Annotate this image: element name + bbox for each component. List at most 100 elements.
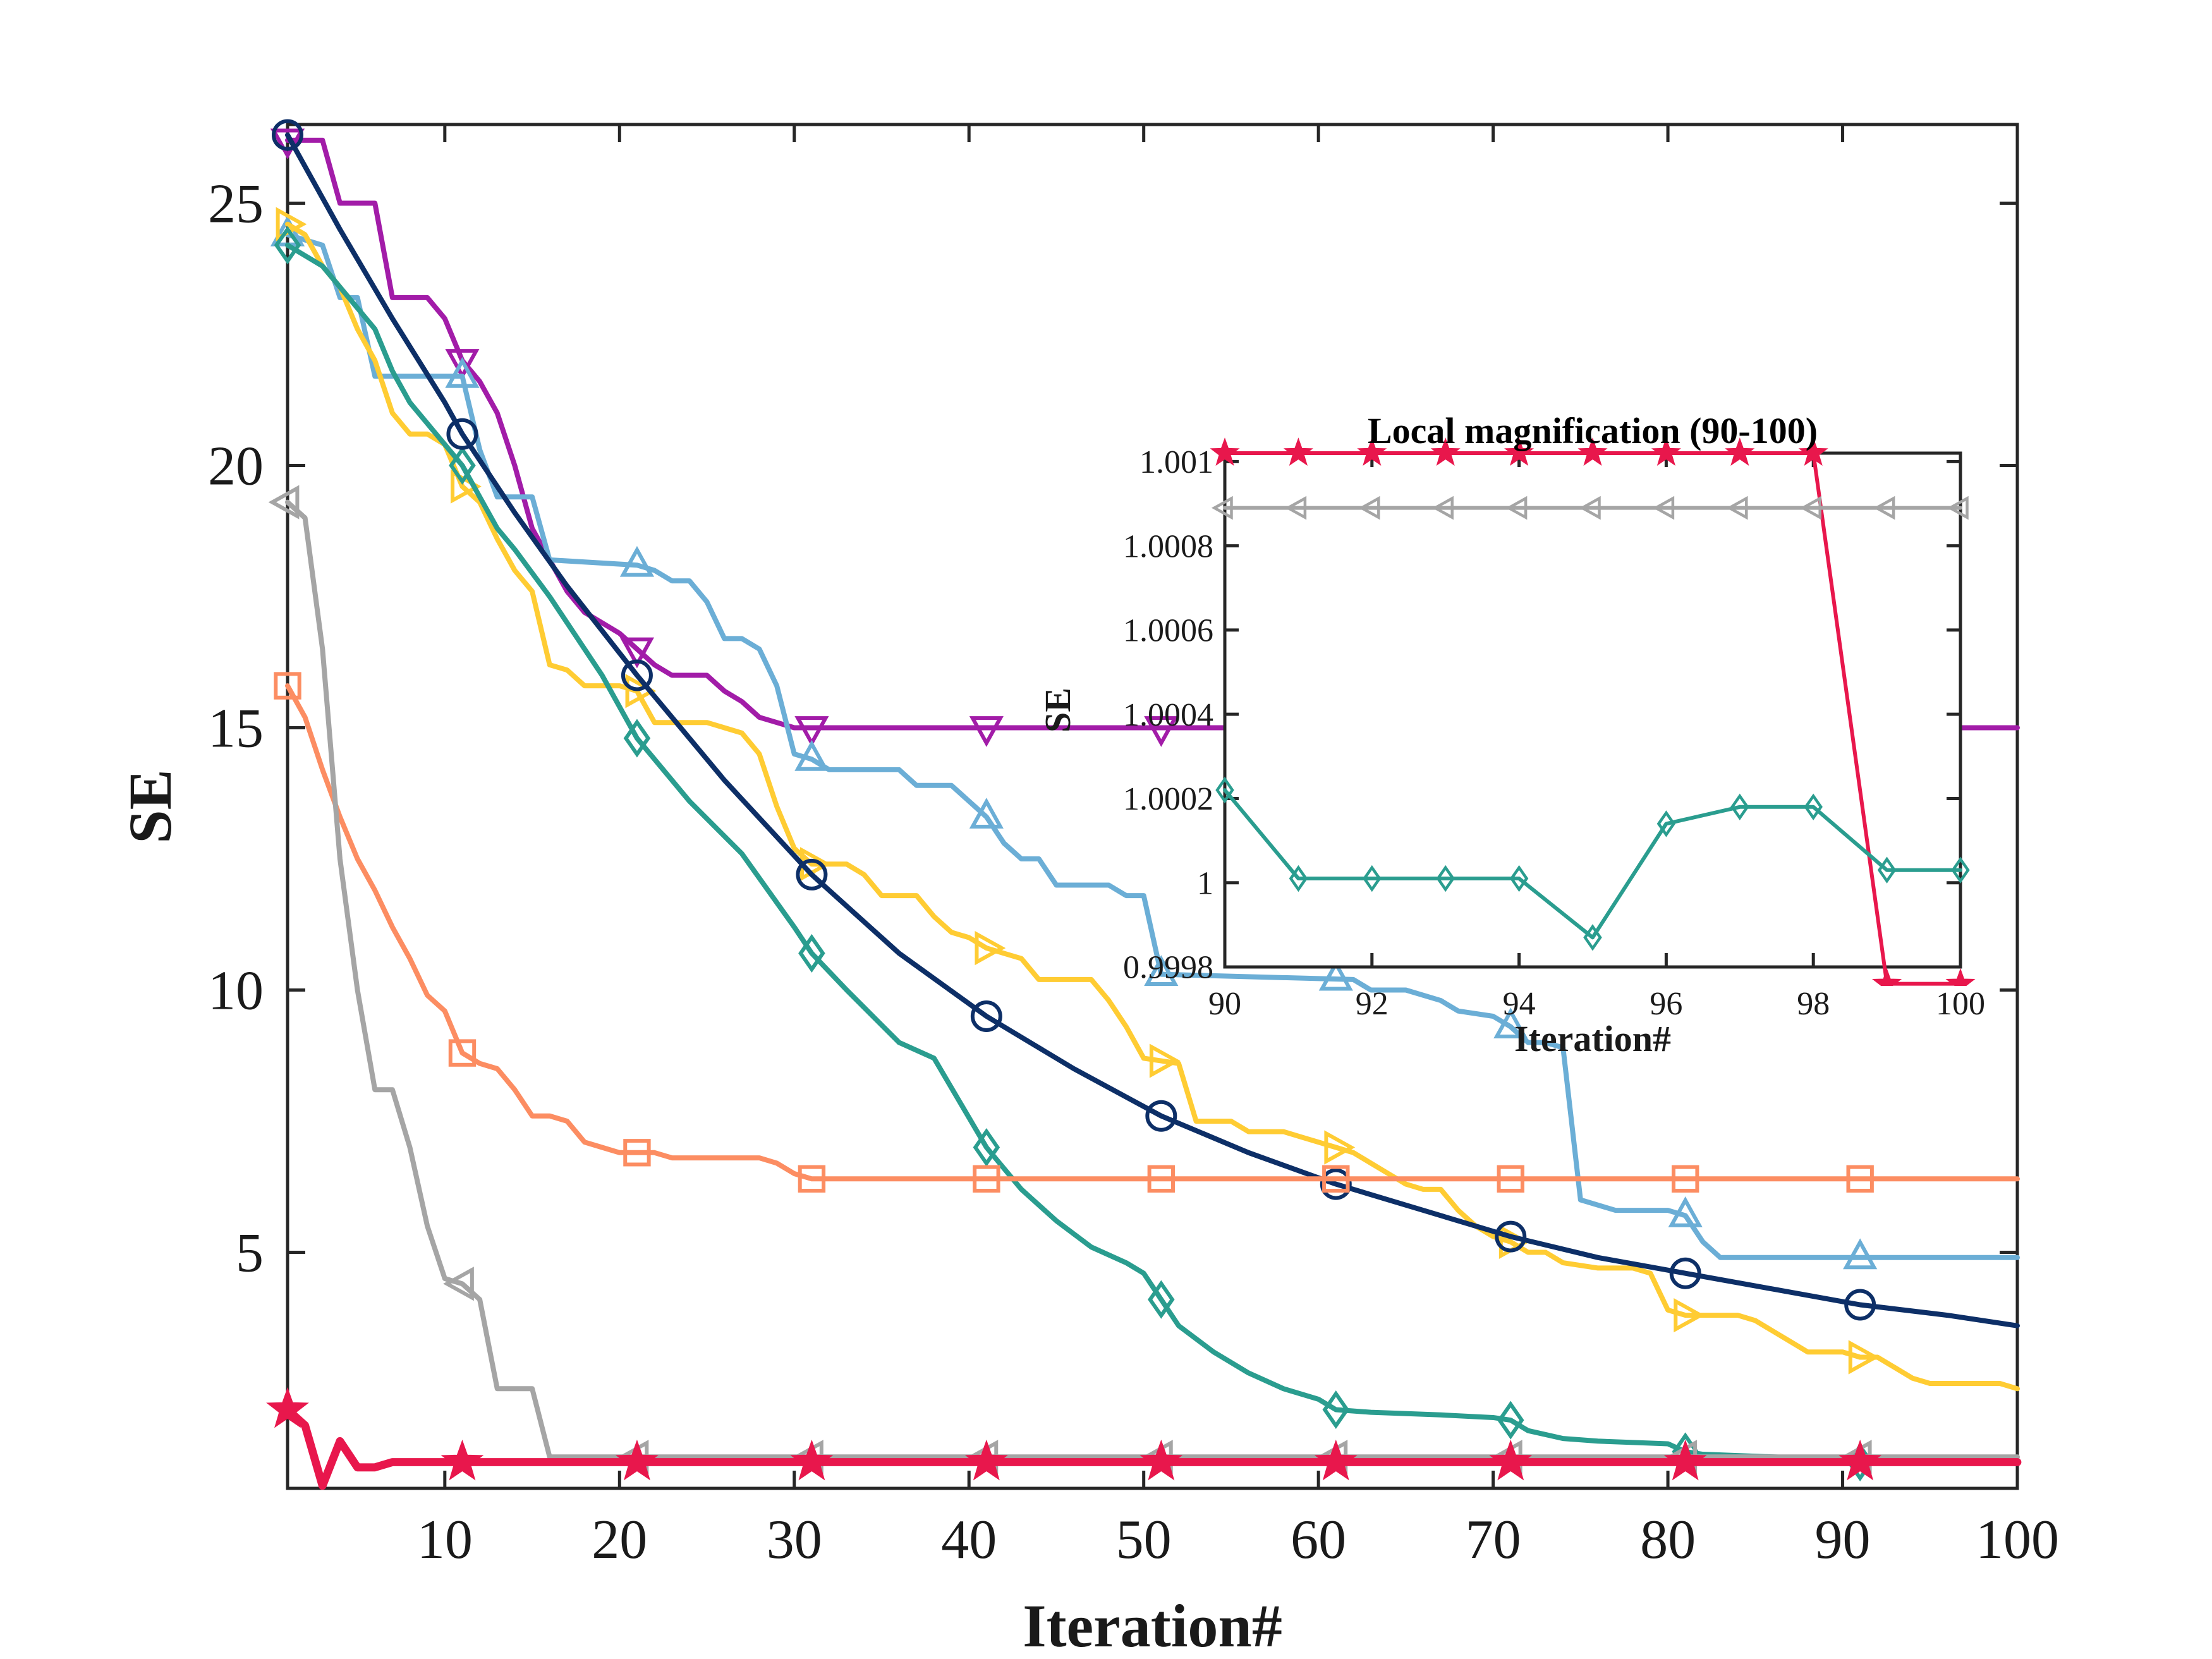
data-point-square [623,1139,651,1167]
data-point-diamond [1583,924,1602,951]
data-point-diamond [1436,865,1455,892]
x-tick-label: 96 [1650,986,1682,1022]
data-point-triangle-up [794,739,829,771]
data-point-triangle-up [1144,955,1179,986]
data-point-triangle-left [1800,495,1821,520]
x-tick-label: 100 [1936,986,1985,1022]
data-point-triangle-right [1324,1130,1356,1165]
series-line-triangle-left [285,499,2020,1460]
data-point-star [1945,968,1976,986]
plot-area [1225,453,1960,967]
data-point-diamond [1656,810,1676,837]
data-point-star [1725,437,1755,466]
data-point-triangle-left [1579,495,1601,520]
y-tick-label: 0.9998 [1123,950,1213,986]
data-point-square [1322,1165,1350,1193]
data-point-square [1672,1165,1699,1193]
y-tick-label: 25 [208,173,264,234]
data-point-diamond [1289,865,1308,892]
data-point-triangle-down [445,349,480,380]
series-group [266,119,2022,1490]
data-point-diamond [798,933,825,973]
data-point-triangle-left [268,485,300,520]
data-point-star [1314,1439,1358,1481]
data-point-diamond [1497,1401,1524,1440]
y-tick-label: 10 [208,960,264,1021]
data-point-triangle-up [1318,959,1353,991]
data-point-star [1798,437,1828,466]
data-point-circle [1669,1257,1701,1289]
data-point-triangle-left [1873,495,1895,520]
data-point-star [1283,437,1313,466]
data-point-triangle-up [1668,1196,1703,1227]
y-tick-label: 15 [208,698,264,759]
data-point-triangle-down [619,637,655,669]
axes-frame [286,123,2019,1490]
data-point-square [798,1165,826,1193]
data-point-circle [970,1000,1002,1032]
data-point-diamond [274,226,301,265]
x-tick-label: 90 [1208,986,1241,1022]
data-point-diamond [1363,865,1382,892]
data-point-circle [796,858,828,890]
data-point-square [1497,1165,1524,1193]
data-point-square [1147,1165,1176,1193]
data-point-diamond [449,446,476,485]
x-tick-label: 40 [941,1509,997,1571]
data-point-star [1210,437,1240,466]
data-point-diamond [1730,793,1749,820]
data-point-triangle-left [1947,495,1969,520]
x-tick-label: 90 [1815,1509,1871,1571]
data-point-diamond [623,719,651,758]
data-point-star [1430,437,1461,466]
series-line-diamond [285,242,2020,1465]
data-point-star [1651,437,1681,466]
y-tick-label: 1.001 [1139,444,1213,480]
data-point-square [1846,1165,1874,1193]
x-tick-label: 80 [1640,1509,1696,1571]
data-point-triangle-left [1358,495,1380,520]
data-point-circle [1145,1100,1177,1132]
x-tick-label: 30 [767,1509,822,1571]
data-point-diamond [1148,1280,1175,1319]
y-axis-label: SE [116,769,184,843]
x-axis-label: Iteration# [1023,1592,1282,1659]
data-point-triangle-left [1211,495,1233,520]
data-point-triangle-up [445,357,480,388]
data-point-star [1838,1439,1882,1481]
data-point-triangle-right [1848,1340,1880,1375]
y-tick-label: 1.0006 [1123,613,1213,649]
data-point-triangle-left [1432,495,1454,520]
data-point-diamond [1804,793,1823,820]
data-point-triangle-down [794,716,829,747]
data-point-diamond [1877,856,1897,884]
y-tick-label: 1 [1197,865,1213,901]
y-tick-label: 5 [236,1222,264,1284]
series-line-diamond [1223,788,1962,940]
data-point-triangle-down [1144,716,1179,747]
data-point-triangle-left [1726,495,1748,520]
data-point-diamond [973,1127,1000,1167]
data-point-diamond [1215,776,1234,804]
data-point-square [448,1039,477,1067]
data-point-star [1489,1439,1533,1481]
y-axis-label: SE [1037,688,1078,732]
data-point-star [1872,968,1902,986]
series-group [1210,437,1976,986]
inset-plot: 90 92 94 96 98 100 0.9998 1 1.0002 1.0004 1.0006 1.… [1037,410,1985,1059]
data-point-square [274,672,301,700]
data-point-star [964,1439,1008,1481]
data-point-circle [446,418,478,450]
data-point-circle [1844,1289,1876,1321]
data-point-circle [1495,1220,1527,1253]
data-point-triangle-left [443,1267,474,1301]
x-axis-label: Iteration# [1514,1018,1671,1059]
data-point-star [441,1439,484,1481]
x-tick-label: 98 [1797,986,1830,1022]
data-point-triangle-left [1285,495,1307,520]
x-tick-label: 60 [1291,1509,1346,1571]
data-point-star [790,1439,834,1481]
x-tick-label: 50 [1116,1509,1172,1571]
data-point-triangle-up [969,798,1004,829]
